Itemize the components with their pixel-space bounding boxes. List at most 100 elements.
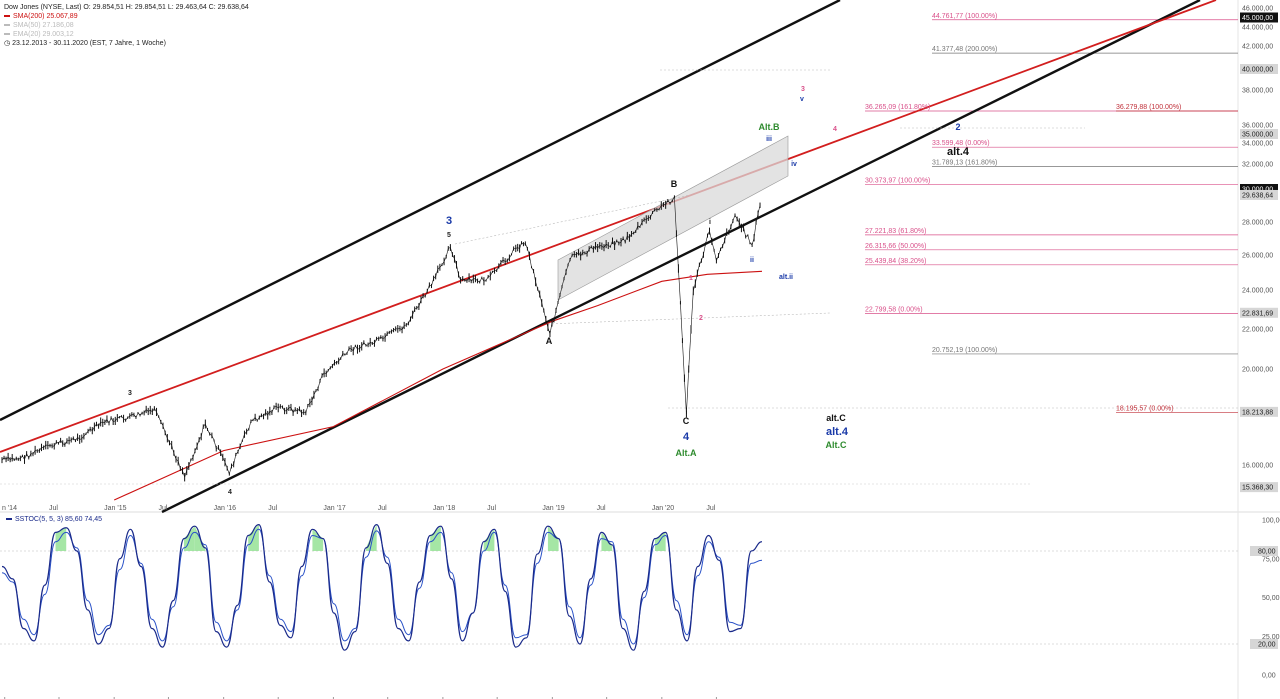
level-label: 41.377,48 (200.00%) [932, 46, 997, 53]
wave-label: alt.4 [826, 426, 849, 438]
level-lines [865, 19, 1238, 413]
osc-highlight-tag: 80,00 [1250, 546, 1278, 556]
legend-swatch [6, 518, 12, 521]
price-highlight-tag: 45.000,00 [1240, 12, 1278, 23]
price-tick-label: 34.000,00 [1242, 141, 1273, 148]
osc-tick-label: 75,00 [1262, 556, 1280, 563]
price-highlight-tag: 35.000,00 [1240, 129, 1278, 139]
osc-overbought-fill [183, 526, 195, 551]
level-label: 18.195,57 (0.00%) [1116, 405, 1174, 412]
price-tick-label: 36.000,00 [1242, 123, 1273, 130]
clock-icon: ◷ [4, 40, 13, 47]
wave-label: 3 [446, 215, 452, 227]
price-tick-label: 38.000,00 [1242, 88, 1273, 95]
legend-swatch [4, 33, 10, 36]
osc-overbought-fill [430, 526, 441, 551]
price-tick-label: 20.000,00 [1242, 367, 1273, 374]
price-tick-label: 16.000,00 [1242, 463, 1273, 470]
oscillator-axis: 100,00 75,00 50,00 25,00 0,00 80,00 20,00 [1250, 518, 1280, 680]
osc-tick-label: 100,00 [1262, 518, 1280, 525]
osc-tick-label: 0,00 [1262, 673, 1276, 680]
legend-swatch [4, 15, 10, 18]
level-label: 25.439,84 (38.20%) [865, 258, 927, 265]
legend-sma200: SMA(200) 25.067,89 [4, 12, 78, 21]
time-tick-label: Jul [597, 505, 606, 512]
osc-overbought-fill [55, 527, 67, 551]
wave-label: 4 [833, 126, 837, 133]
price-highlight-tag: 15.368,30 [1240, 482, 1278, 493]
osc-overbought-fill [601, 532, 613, 551]
osc-highlight-label: 80,00 [1258, 549, 1276, 556]
price-tick-label: 44.000,00 [1242, 25, 1273, 32]
wave-label: Alt.A [676, 448, 697, 458]
time-tick-label: Jan '18 [433, 505, 455, 512]
wave-label: C [683, 416, 690, 426]
price-axis: 46.000,00 44.000,00 42.000,00 40.000,00 38.0… [1240, 6, 1278, 493]
wave-label: B [671, 179, 678, 189]
wave-label: ii [750, 257, 754, 264]
time-tick-label: Jul [268, 505, 277, 512]
osc-overbought-fill [547, 526, 559, 551]
time-tick-label: Jul [49, 505, 58, 512]
wave-label: 2 [955, 122, 960, 132]
time-tick-label: Jan '16 [214, 505, 236, 512]
price-highlight-label: 35.000,00 [1242, 132, 1273, 139]
time-tick-label: Jan '20 [652, 505, 674, 512]
osc-overbought-fill [312, 529, 324, 551]
wave-label: 1 [689, 275, 693, 282]
wave-label: 3 [801, 86, 805, 93]
level-label: 20.752,19 (100.00%) [932, 347, 997, 354]
wave-label: 3 [128, 390, 132, 397]
price-highlight-label: 40.000,00 [1242, 67, 1273, 74]
time-tick-label: Jan '15 [104, 505, 126, 512]
helper-line [547, 312, 831, 325]
level-label: 36.265,09 (161.80%) [865, 104, 930, 111]
price-highlight-label: 45.000,00 [1242, 15, 1273, 22]
price-tick-label: 46.000,00 [1242, 6, 1273, 13]
wave-label: iii [766, 136, 772, 143]
legend-ema20: EMA(20) 29.003,12 [4, 30, 74, 39]
price-highlight-tag: 18.213,88 [1240, 406, 1278, 417]
date-range: ◷ 23.12.2013 - 30.11.2020 (EST, 7 Jahre,… [4, 40, 166, 47]
wave-label: 2 [699, 315, 703, 322]
legend-sma50: SMA(50) 27.186,08 [4, 21, 74, 30]
price-line [1, 195, 761, 479]
time-tick-label: n '14 [2, 505, 17, 512]
osc-k-line [1, 524, 763, 651]
wave-label: alt.ii [779, 274, 793, 281]
level-label: 27.221,83 (61.80%) [865, 228, 927, 235]
price-tick-label: 24.000,00 [1242, 288, 1273, 295]
osc-tick-label: 25,00 [1262, 634, 1280, 641]
price-highlight-tag: 22.831,69 [1240, 307, 1278, 318]
channel-lower-black [161, 0, 1201, 514]
sma200-line [113, 270, 763, 501]
legend-swatch [4, 24, 10, 27]
wave-label: alt.4 [947, 146, 970, 158]
price-tick-label: 32.000,00 [1242, 162, 1273, 169]
time-tick-label: Jul [487, 505, 496, 512]
price-tick-label: 26.000,00 [1242, 253, 1273, 260]
price-highlight-label: 29.638,64 [1242, 192, 1273, 199]
wave-label: Alt.B [759, 122, 780, 132]
level-label: 44.761,77 (100.00%) [932, 13, 997, 20]
price-tick-label: 42.000,00 [1242, 44, 1273, 51]
price-series [1, 195, 761, 482]
level-label: 36.279,88 (100.00%) [1116, 104, 1181, 111]
level-labels: 44.761,77 (100.00%) 41.377,48 (200.00%) 36… [865, 13, 1181, 413]
price-tick-label: 28.000,00 [1242, 220, 1273, 227]
helper-line [454, 194, 691, 245]
price-highlight-tag: 40.000,00 [1240, 64, 1278, 74]
price-highlight-tag: 29.638,64 [1240, 189, 1278, 200]
time-tick-label: Jul [706, 505, 715, 512]
wave-label: 5 [447, 232, 451, 239]
level-label: 33.599,48 (0.00%) [932, 140, 990, 147]
price-tick-label: 22.000,00 [1242, 327, 1273, 334]
time-tick-label: Jan '17 [323, 505, 345, 512]
time-tick-label: Jul [158, 505, 167, 512]
time-tick-label: Jul [378, 505, 387, 512]
level-label: 26.315,66 (50.00%) [865, 243, 927, 250]
price-highlight-label: 22.831,69 [1242, 310, 1273, 317]
wedge-channel [557, 135, 789, 301]
